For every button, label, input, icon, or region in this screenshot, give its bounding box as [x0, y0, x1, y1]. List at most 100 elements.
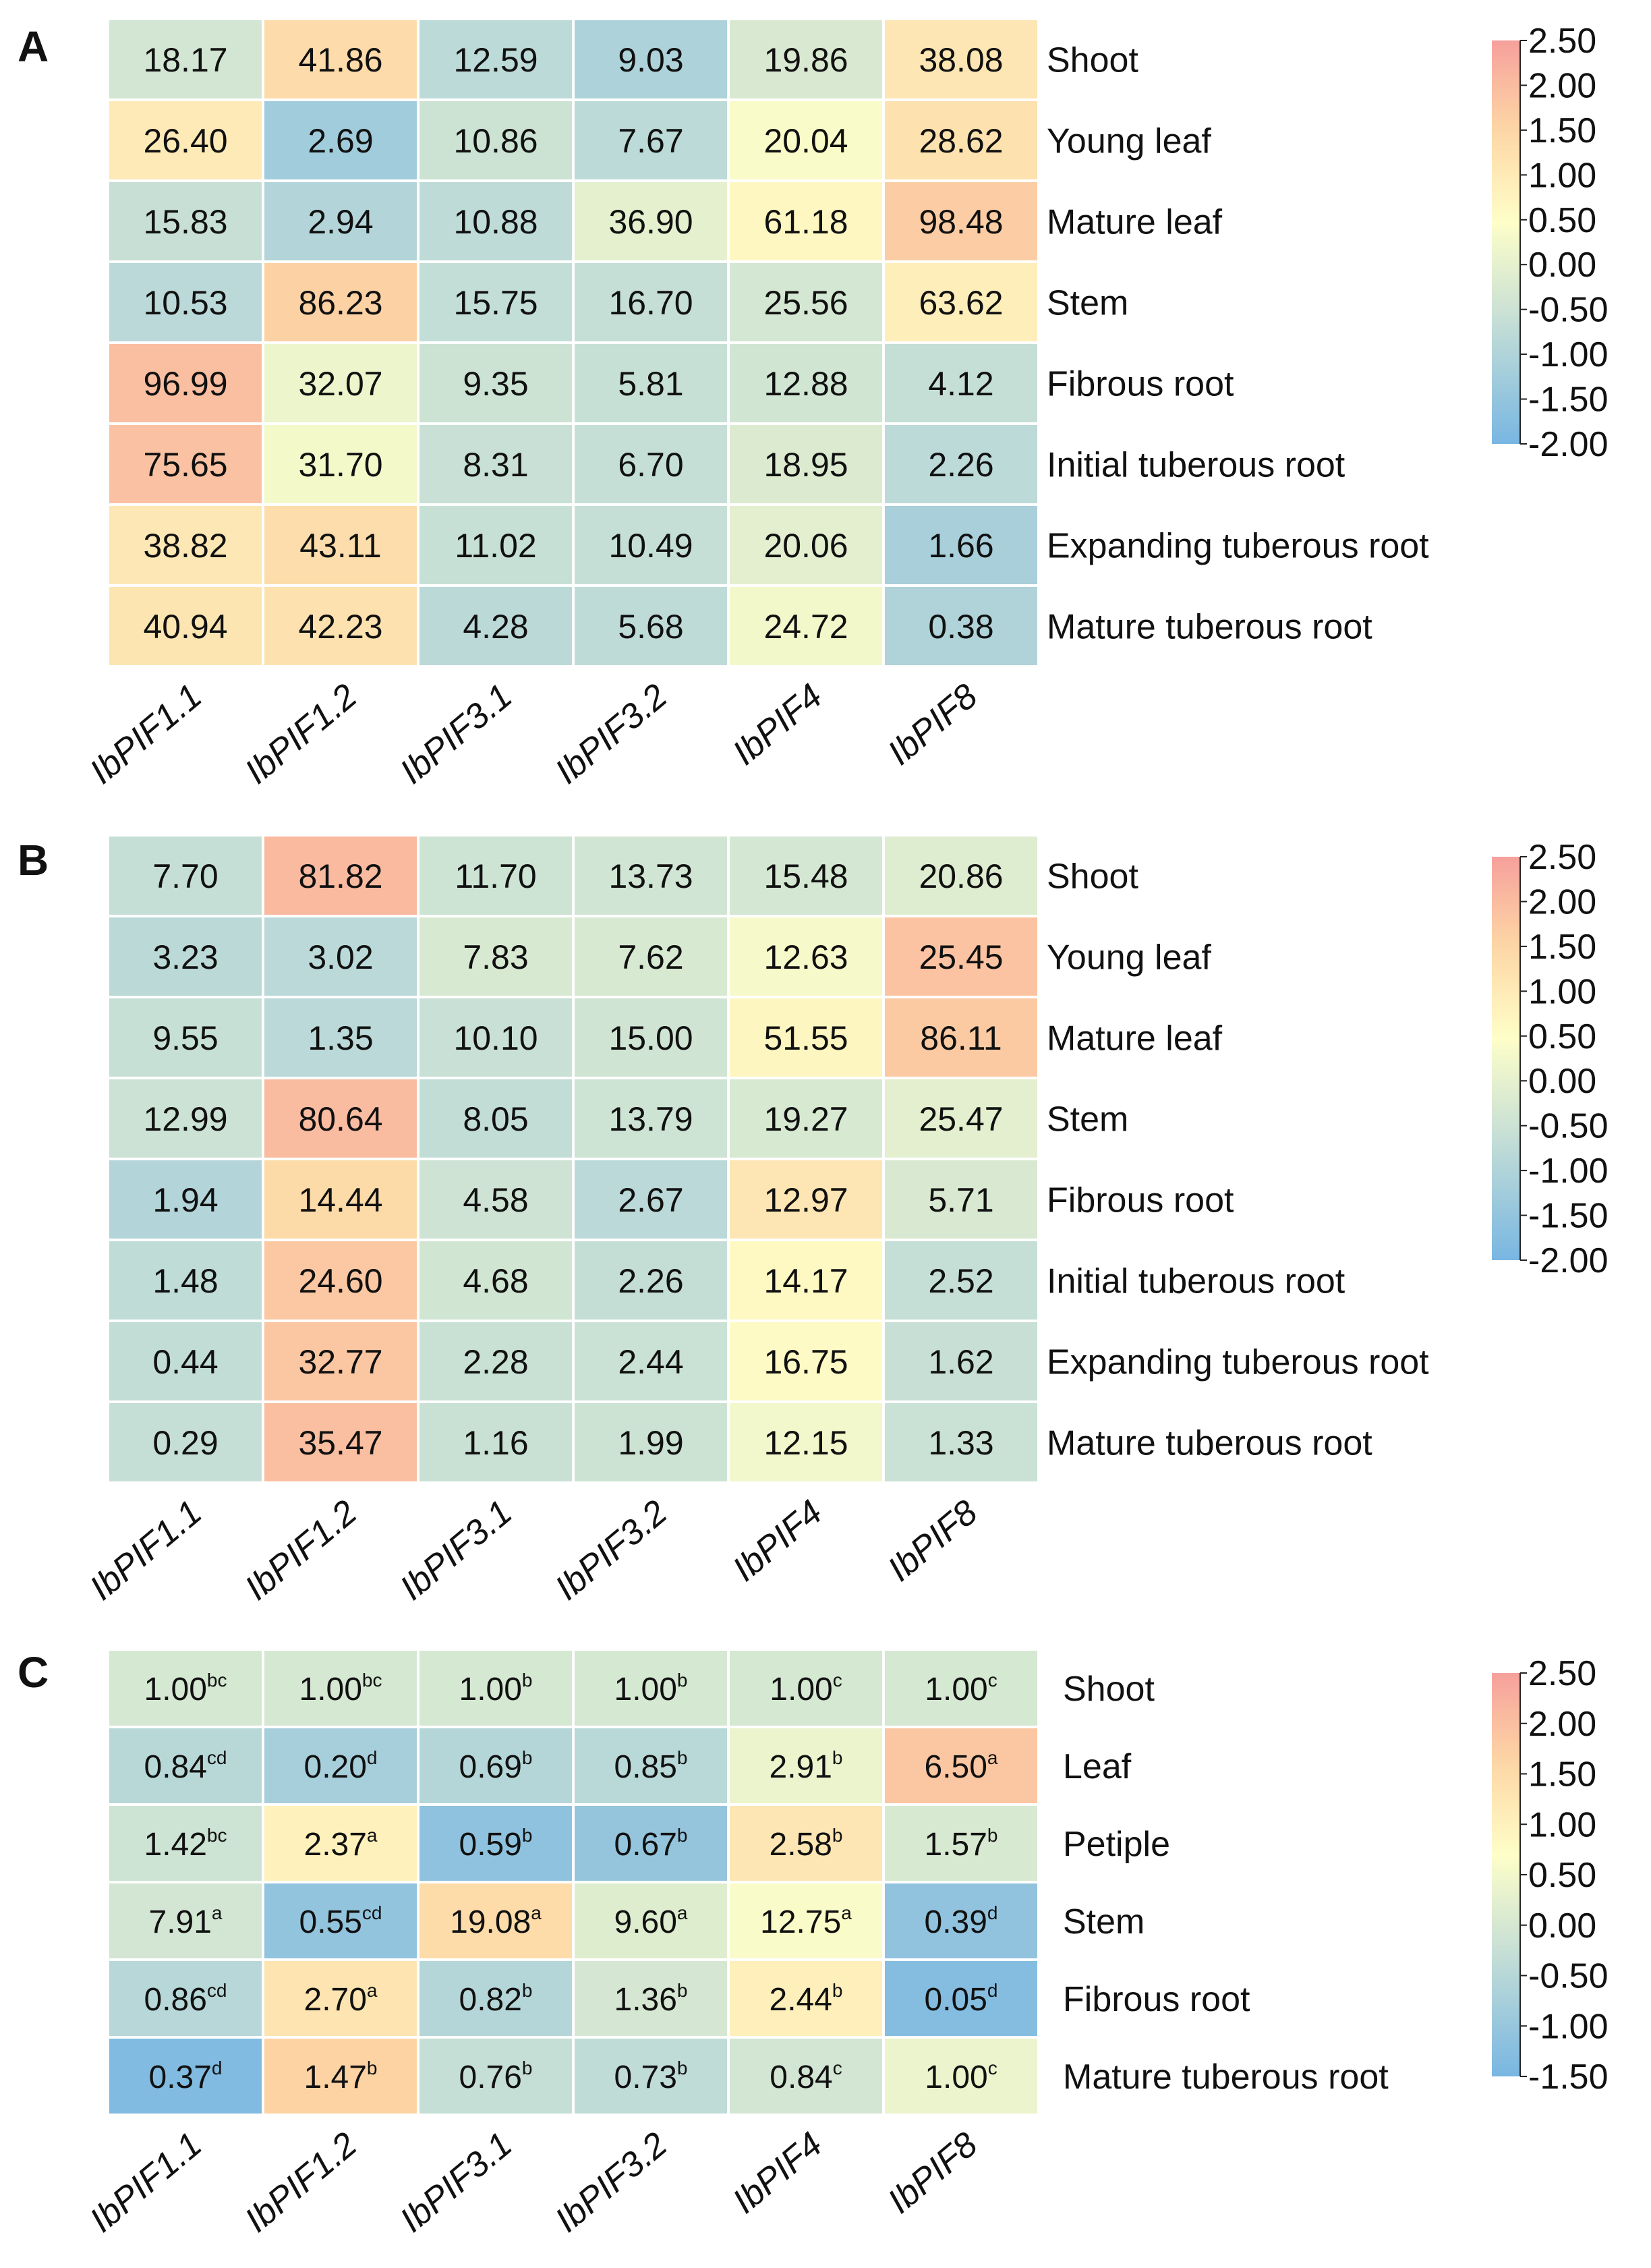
- row-label: Fibrous root: [1047, 365, 1234, 404]
- heatmap-cell: [264, 2039, 417, 2114]
- cell-value: 7.91a: [149, 1902, 223, 1940]
- cell-value: 11.02: [455, 527, 536, 565]
- cell-value: 10.49: [608, 527, 693, 565]
- column-label: IbPIF1.1: [82, 677, 209, 792]
- heatmap-cell: [730, 998, 882, 1077]
- heatmap-cell: [419, 837, 572, 915]
- cell-value: 2.44: [618, 1343, 683, 1381]
- cell-value: 0.84c: [770, 2058, 842, 2095]
- cell-value: 20.86: [919, 857, 1003, 895]
- cell-value: 28.62: [919, 122, 1003, 160]
- cell-value: 10.10: [453, 1019, 538, 1057]
- heatmap-cell: [419, 917, 572, 996]
- significance-letter: b: [677, 2058, 688, 2078]
- cell-value: 9.35: [463, 365, 528, 403]
- colorbar: [1492, 857, 1520, 1260]
- heatmap-cell: [419, 1160, 572, 1239]
- heatmap-cell: [109, 182, 262, 260]
- significance-letter: b: [522, 1747, 533, 1768]
- cell-value: 12.75a: [760, 1902, 852, 1940]
- cell-value: 11.70: [455, 857, 536, 895]
- cell-value: 0.29: [152, 1424, 218, 1462]
- cell-value: 38.08: [919, 41, 1003, 79]
- cell-value: 19.27: [763, 1100, 848, 1138]
- heatmap-cell: [885, 1728, 1037, 1803]
- heatmap-cell: [419, 1806, 572, 1881]
- colorbar-tick-label: 0.00: [1528, 1906, 1596, 1946]
- heatmap-cell: [109, 263, 262, 341]
- significance-letter: a: [531, 1902, 542, 1923]
- heatmap-cell: [109, 20, 262, 98]
- cell-value: 25.56: [763, 284, 848, 322]
- heatmap-cell: [885, 998, 1037, 1077]
- heatmap-cell: [109, 344, 262, 422]
- heatmap-cell: [264, 837, 417, 915]
- cell-value: 2.44b: [770, 1980, 843, 2018]
- colorbar-tick-label: 0.50: [1528, 1856, 1596, 1895]
- heatmap-cell: [419, 425, 572, 503]
- heatmap-cell: [730, 1728, 882, 1803]
- row-label: Mature tuberous root: [1047, 608, 1372, 647]
- heatmap-cell: [575, 1883, 727, 1958]
- cell-value: 14.44: [298, 1181, 382, 1219]
- significance-letter: bc: [362, 1670, 382, 1691]
- cell-value: 16.75: [763, 1343, 848, 1381]
- heatmap-cell: [730, 101, 882, 179]
- heatmap-cell: [109, 587, 262, 665]
- significance-letter: bc: [207, 1825, 227, 1846]
- cell-value: 0.37d: [149, 2058, 223, 2095]
- significance-letter: a: [212, 1902, 223, 1923]
- heatmap-cell: [730, 917, 882, 996]
- column-label: IbPIF3.1: [393, 677, 519, 792]
- heatmap-a: 18.17 41.86 12.59 9.03 19.86 38.08 26.40 2.69 10…: [82, 20, 1609, 792]
- heatmap-cell: [264, 344, 417, 422]
- heatmap-cell: [885, 1241, 1037, 1320]
- column-label: IbPIF3.2: [548, 2125, 674, 2240]
- cell-value: 5.71: [928, 1181, 993, 1219]
- significance-letter: c: [833, 2058, 842, 2078]
- significance-letter: b: [832, 1980, 843, 2001]
- colorbar-tick-label: 1.50: [1528, 928, 1596, 967]
- heatmap-cell: [109, 998, 262, 1077]
- heatmap-cell: [885, 101, 1037, 179]
- colorbar-tick-label: 0.50: [1528, 201, 1596, 240]
- colorbar-tick-label: -1.00: [1528, 2007, 1609, 2046]
- significance-letter: b: [987, 1825, 998, 1846]
- heatmap-cell: [264, 182, 417, 260]
- row-label: Expanding tuberous root: [1047, 1343, 1429, 1382]
- column-label: IbPIF3.2: [548, 677, 674, 792]
- cell-value: 12.97: [763, 1181, 848, 1219]
- cell-value: 13.73: [608, 857, 693, 895]
- column-label: IbPIF1.2: [237, 2125, 364, 2240]
- cell-value: 4.68: [463, 1262, 528, 1300]
- heatmap-cell: [575, 20, 727, 98]
- heatmap-cell: [730, 1079, 882, 1158]
- heatmap-cell: [575, 1806, 727, 1881]
- significance-letter: b: [832, 1747, 843, 1768]
- cell-value: 42.23: [298, 608, 382, 646]
- colorbar-tick-label: 1.00: [1528, 972, 1596, 1011]
- cell-value: 1.47b: [304, 2058, 378, 2095]
- cell-value: 3.02: [308, 938, 373, 976]
- panel-label-b: B: [18, 836, 49, 884]
- cell-value: 0.55cd: [299, 1902, 382, 1940]
- significance-letter: b: [832, 1825, 843, 1846]
- heatmap-cell: [264, 1961, 417, 2036]
- significance-letter: b: [677, 1747, 688, 1768]
- cell-value: 0.69b: [459, 1747, 533, 1785]
- heatmap-cell: [575, 344, 727, 422]
- cell-value: 1.99: [618, 1424, 683, 1462]
- cell-value: 19.86: [763, 41, 848, 79]
- cell-value: 24.60: [298, 1262, 382, 1300]
- heatmap-b: 7.70 81.82 11.70 13.73 15.48 20.86 3.23 3.02 7.8…: [82, 837, 1609, 1608]
- heatmap-cell: [264, 101, 417, 179]
- colorbar-tick-label: -1.50: [1528, 2058, 1609, 2097]
- significance-letter: b: [522, 1980, 533, 2001]
- heatmap-cell: [264, 425, 417, 503]
- heatmap-cell: [885, 344, 1037, 422]
- heatmap-cell: [575, 1961, 727, 2036]
- heatmap-cell: [730, 506, 882, 584]
- heatmap-cell: [885, 263, 1037, 341]
- cell-value: 0.85b: [614, 1747, 688, 1785]
- heatmap-cell: [264, 1079, 417, 1158]
